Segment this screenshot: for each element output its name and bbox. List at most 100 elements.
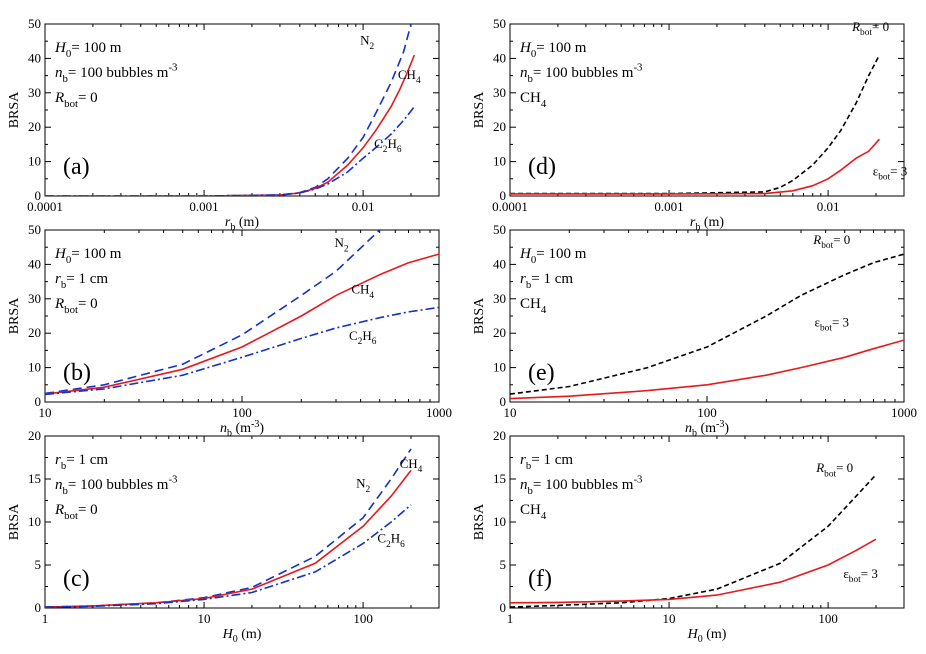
y-tick-label: 0 (500, 394, 507, 409)
param-text-part: CH (520, 90, 541, 106)
param-text: rb= 1 cm (520, 271, 573, 291)
y-tick-label: 15 (493, 471, 506, 486)
param-text-part: = 100 bubbles m (68, 477, 169, 493)
x-axis-label-part: ) (724, 421, 729, 436)
param-text-part: R (54, 90, 64, 106)
param-text-part: -3 (633, 62, 642, 74)
param-text-part: = 1 cm (531, 452, 573, 468)
y-tick-label: 20 (493, 428, 506, 443)
series-line-a-2 (45, 106, 416, 196)
series-label-part: 2 (358, 337, 363, 347)
series-label: C2H6 (377, 531, 405, 550)
param-text-part: CH (520, 296, 541, 312)
x-tick-label: 1 (507, 611, 514, 626)
x-axis-label-part: (m) (703, 627, 727, 642)
series-label-part: N (356, 476, 366, 491)
param-text-part: = 100 bubbles m (533, 65, 634, 81)
x-tick-label: 0.0001 (27, 199, 63, 214)
series-label-part: 2 (365, 485, 370, 495)
series-label: εbot= 3 (815, 314, 850, 333)
x-tick-label: 10 (663, 611, 676, 626)
series-label-part: ε (815, 314, 821, 329)
param-text-part: b (63, 73, 68, 85)
param-text-part: b (61, 460, 66, 472)
series-label-part: C (377, 531, 386, 546)
param-text-part: = 0 (78, 90, 98, 106)
param-text-part: H (519, 246, 532, 262)
param-text: Rbot= 0 (54, 502, 98, 522)
x-axis-label-part: (m) (700, 215, 724, 230)
series-label-part: H (387, 136, 396, 151)
param-text-part: b (526, 279, 531, 291)
x-axis-label-part: (m) (238, 627, 262, 642)
y-tick-label: 10 (28, 360, 41, 375)
series-label-part: R (812, 232, 821, 247)
param-text-part: r (520, 452, 526, 468)
series-label-part: CH (398, 67, 416, 82)
panel-label: (a) (63, 154, 90, 180)
param-text-part: b (63, 485, 68, 497)
param-text-part: bot (64, 304, 78, 316)
param-text-part: 0 (531, 254, 536, 266)
series-label-part: H (391, 531, 400, 546)
panel-label: (f) (528, 566, 552, 592)
y-axis-label: BRSA (7, 91, 22, 128)
series-label-part: = 3 (832, 314, 849, 329)
x-axis-label-part: b (230, 222, 235, 233)
series-line-b-1 (45, 253, 439, 395)
series-label-part: = 0 (836, 460, 853, 475)
param-text: nb= 100 bubbles m-3 (55, 474, 177, 497)
x-axis-label-part: H (222, 627, 234, 642)
series-label-part: = 3 (861, 566, 878, 581)
series-label-part: 6 (400, 540, 405, 550)
series-line-d-0 (510, 54, 881, 195)
param-text-part: H (54, 246, 67, 262)
y-axis-label: BRSA (7, 503, 22, 540)
param-text-part: R (54, 296, 64, 312)
panel-label: (d) (528, 154, 556, 180)
param-text-part: b (526, 460, 531, 472)
series-label-part: R (851, 19, 860, 34)
param-text-part: b (61, 279, 66, 291)
y-tick-label: 5 (500, 557, 507, 572)
param-text-part: n (520, 477, 528, 493)
x-axis-label-part: n (220, 421, 227, 436)
y-axis-label: BRSA (472, 91, 487, 128)
param-text-part: = 100 m (71, 40, 121, 56)
param-text-part: 0 (66, 48, 71, 60)
param-text-part: bot (64, 510, 78, 522)
series-label-part: ε (873, 163, 879, 178)
param-text: nb= 100 bubbles m-3 (520, 62, 642, 85)
param-text: H0= 100 m (519, 40, 587, 60)
x-axis-label-part: r (225, 215, 231, 230)
y-tick-label: 40 (493, 50, 506, 65)
param-text: rb= 1 cm (520, 452, 573, 472)
y-tick-label: 30 (28, 291, 41, 306)
param-text-part: r (55, 452, 61, 468)
series-label-part: bot (860, 28, 872, 38)
x-tick-label: 10 (39, 405, 52, 420)
y-tick-label: 0 (35, 188, 42, 203)
param-text-part: = 1 cm (531, 271, 573, 287)
param-text: rb= 1 cm (55, 452, 108, 472)
param-text: Rbot= 0 (54, 296, 98, 316)
x-tick-label: 0.01 (352, 199, 375, 214)
series-label-part: CH (400, 456, 418, 471)
panel-label: (b) (63, 360, 91, 386)
y-tick-label: 20 (493, 325, 506, 340)
series-line-f-1 (510, 538, 877, 604)
x-tick-label: 100 (697, 405, 717, 420)
x-tick-label: 10 (198, 611, 211, 626)
y-tick-label: 10 (493, 514, 506, 529)
y-tick-label: 40 (28, 256, 41, 271)
param-text-part: 4 (541, 98, 547, 110)
param-text-part: n (55, 65, 63, 81)
param-text-part: H (54, 40, 67, 56)
param-text-part: bot (64, 98, 78, 110)
series-label-part: 2 (386, 540, 391, 550)
x-axis-label-part: b (695, 222, 700, 233)
series-label-part: N (334, 235, 344, 250)
param-text-part: R (54, 502, 64, 518)
